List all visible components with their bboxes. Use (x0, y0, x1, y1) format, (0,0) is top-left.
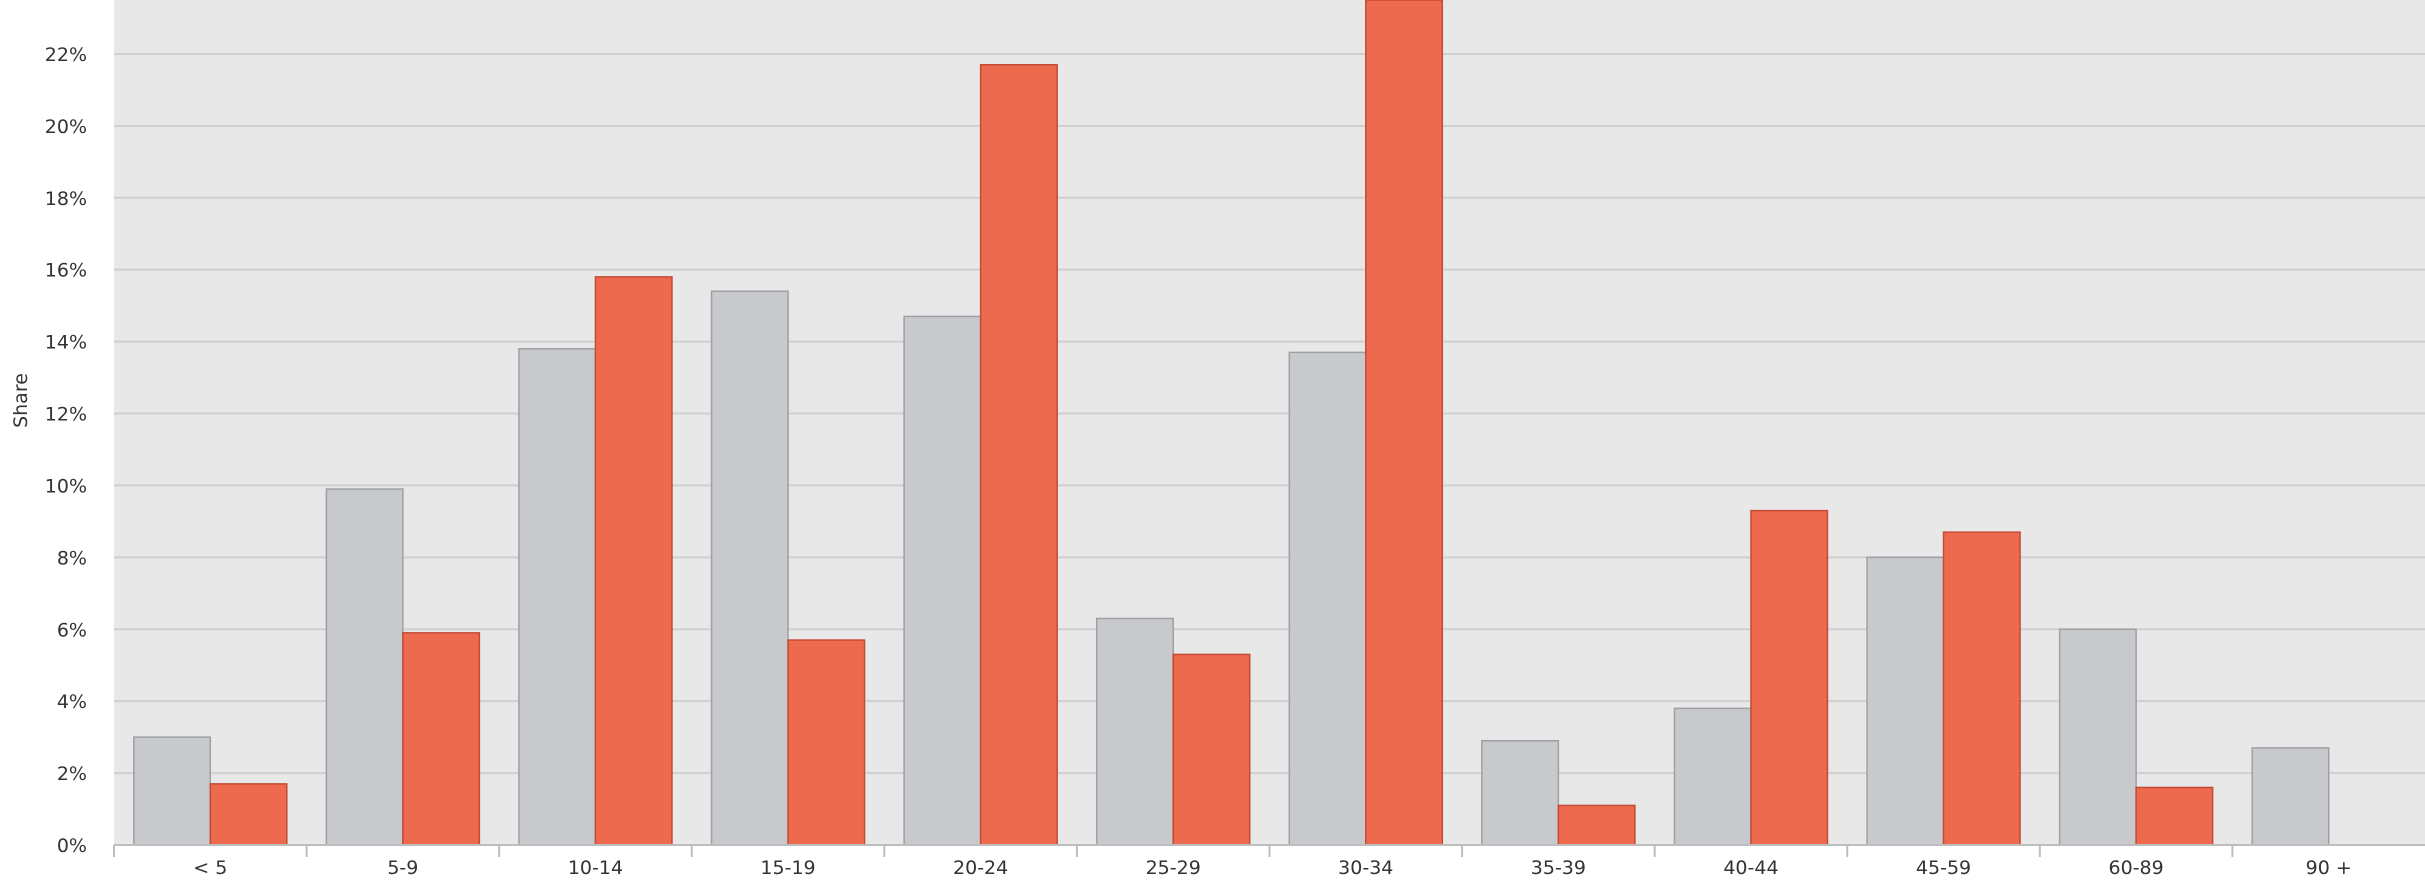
y-tick-label: 10% (45, 475, 87, 497)
y-tick-label: 8% (57, 547, 87, 569)
y-axis-title: Share (10, 373, 32, 428)
x-tick-label: 30-34 (1338, 857, 1393, 879)
x-tick-label: 40-44 (1723, 857, 1778, 879)
plot-background (114, 0, 2425, 845)
x-tick-label: 15-19 (760, 857, 815, 879)
bar (2135, 786, 2214, 846)
x-tick-label: 20-24 (953, 857, 1008, 879)
bar (903, 315, 982, 846)
bar (2058, 628, 2137, 846)
y-tick-label: 18% (45, 188, 87, 210)
x-tick-labels: < 5 5-9 10-14 15-19 20-24 25-29 30-34 35-39 40-4… (113, 845, 2352, 879)
bar (787, 639, 866, 846)
bar (1481, 739, 1560, 846)
x-tick-label: 10-14 (568, 857, 623, 879)
bar (1095, 617, 1174, 846)
y-tick-label: 2% (57, 763, 87, 785)
bar (594, 276, 673, 846)
bar (1288, 351, 1367, 846)
bar (133, 736, 212, 846)
y-tick-label: 4% (57, 691, 87, 713)
bar (710, 290, 789, 846)
bar (1172, 653, 1251, 846)
bar (209, 783, 288, 846)
bar (325, 488, 404, 846)
y-tick-label: 14% (45, 332, 87, 354)
y-tick-label: 0% (57, 835, 87, 857)
x-tick-label: 45-59 (1916, 857, 1971, 879)
bar (518, 348, 597, 846)
gridlines (114, 52, 2425, 775)
bar (2251, 747, 2330, 846)
bar (1866, 556, 1945, 846)
bars (133, 0, 2330, 846)
y-tick-label: 22% (45, 44, 87, 66)
bar (1942, 531, 2021, 846)
x-tick-label: 25-29 (1146, 857, 1201, 879)
bar (1365, 0, 1444, 846)
x-tick-label: 5-9 (387, 857, 418, 879)
bar (1750, 509, 1829, 846)
x-tick-label: 90 + (2306, 857, 2352, 879)
x-tick-label: 35-39 (1531, 857, 1586, 879)
bar (1557, 804, 1636, 846)
y-tick-labels: 0% 2% 4% 6% 8% 10% 12% 14% 16% 18% 20% 22% (45, 44, 87, 857)
bar (1673, 707, 1752, 846)
bar (402, 632, 481, 846)
x-tick-label: 60-89 (2109, 857, 2164, 879)
y-tick-label: 16% (45, 260, 87, 282)
x-tick-label: < 5 (193, 857, 227, 879)
y-tick-label: 20% (45, 116, 87, 138)
bar (979, 63, 1058, 846)
y-tick-label: 6% (57, 619, 87, 641)
y-tick-label: 12% (45, 404, 87, 426)
